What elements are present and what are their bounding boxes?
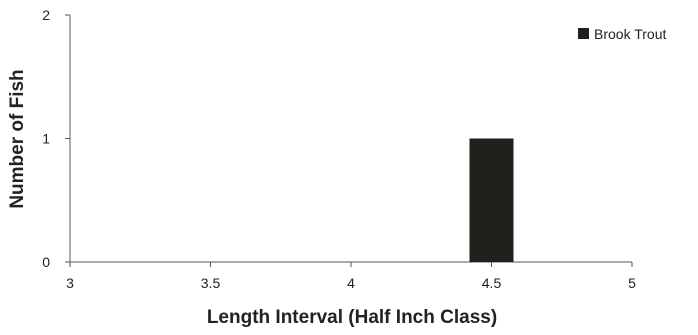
x-axis-ticks: 3 3.5 4 4.5 5 [66, 262, 636, 291]
legend-label-brook-trout: Brook Trout [594, 26, 666, 42]
bar-brook-trout [469, 138, 514, 262]
x-tick-label: 4.5 [482, 275, 502, 291]
y-axis-title: Number of Fish [7, 69, 28, 208]
y-axis-ticks: 0 1 2 [42, 7, 70, 270]
x-tick-label: 3.5 [201, 275, 221, 291]
y-tick-label: 2 [42, 7, 50, 23]
x-axis-title: Length Interval (Half Inch Class) [207, 307, 497, 328]
axes [69, 15, 632, 263]
legend-swatch-brook-trout [578, 28, 589, 39]
legend: Brook Trout [578, 26, 666, 42]
y-tick-label: 0 [42, 254, 50, 270]
x-tick-label: 3 [66, 275, 74, 291]
x-tick-label: 4 [347, 275, 355, 291]
y-tick-label: 1 [42, 131, 50, 147]
x-tick-label: 5 [628, 275, 636, 291]
bars [469, 138, 514, 262]
